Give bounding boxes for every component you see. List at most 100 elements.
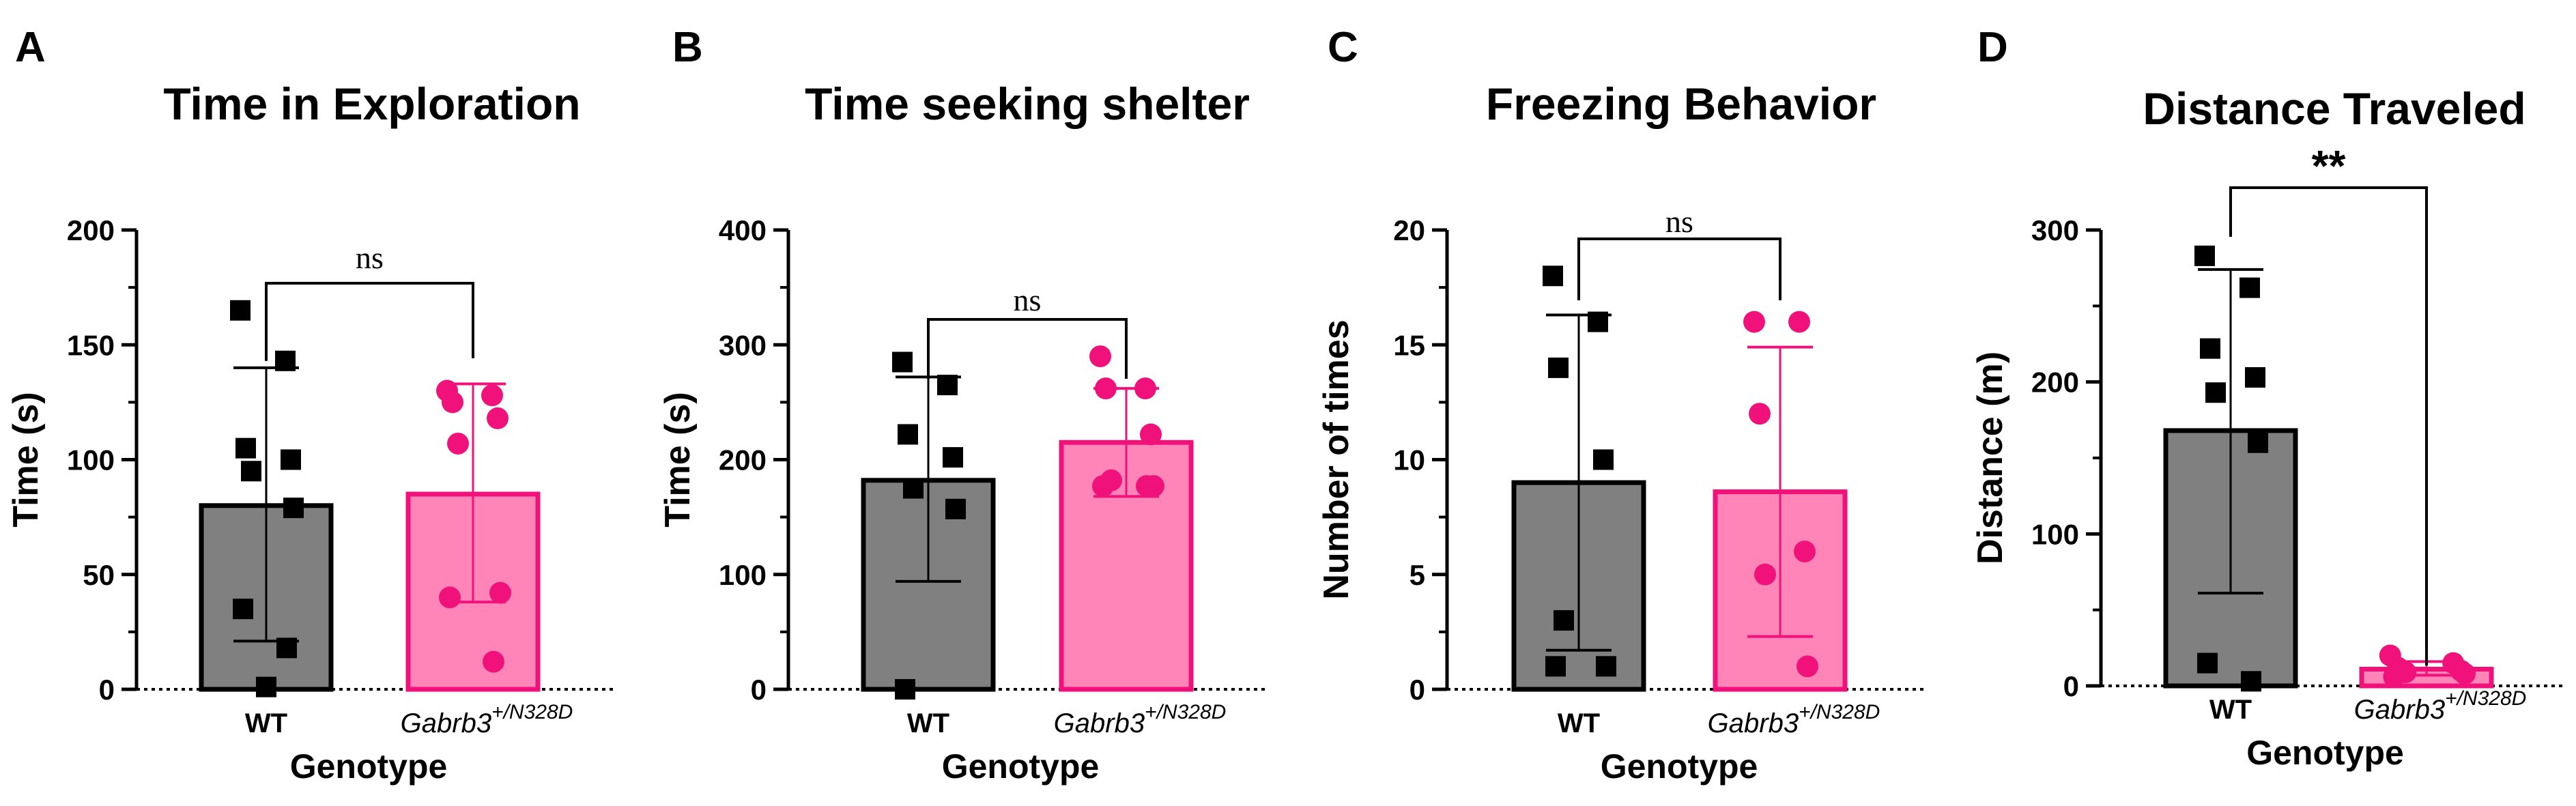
y-tick-label: 10 — [1393, 444, 1425, 476]
panel-a: A Time in Exploration 0 50 100 150 200 Time (s)… — [6, 24, 614, 786]
data-point-mutant — [2383, 665, 2405, 688]
x-category-mutant: Gabrb3+/N328D — [1708, 701, 1880, 738]
y-tick-label: 0 — [1409, 674, 1425, 706]
x-axis-label: Genotype — [2246, 734, 2404, 772]
data-point-wt — [2200, 338, 2220, 359]
panel-letter: D — [1977, 24, 2008, 71]
data-point-wt — [943, 447, 963, 468]
x-category-wt: WT — [2209, 695, 2252, 725]
data-point-mutant — [1797, 655, 1818, 678]
data-point-mutant — [1092, 475, 1114, 498]
data-point-mutant — [1749, 403, 1771, 425]
y-axis-label: Number of times — [1317, 319, 1356, 599]
chart-title: Freezing Behavior — [1486, 78, 1876, 129]
y-tick-label: 200 — [67, 214, 115, 246]
x-category-mutant-superscript: +/N328D — [491, 701, 573, 723]
y-tick-label: 100 — [719, 559, 767, 591]
data-point-mutant — [447, 432, 469, 455]
y-tick-label: 150 — [67, 329, 115, 361]
data-point-mutant — [1743, 311, 1765, 333]
data-point-wt — [235, 437, 256, 459]
x-category-mutant-base: Gabrb3 — [2354, 695, 2445, 725]
data-point-wt — [892, 351, 913, 373]
data-point-wt — [945, 498, 966, 519]
data-point-wt — [283, 498, 304, 519]
x-category-mutant-base: Gabrb3 — [1054, 708, 1145, 738]
significance-bracket — [265, 282, 474, 361]
y-axis-label: Time (s) — [6, 392, 46, 527]
significance-bracket — [927, 318, 1128, 379]
data-point-wt — [276, 637, 297, 659]
y-tick-label: 200 — [719, 444, 767, 476]
data-point-wt — [275, 350, 296, 371]
data-point-wt — [2248, 432, 2268, 453]
y-tick-label: 50 — [83, 559, 115, 591]
y-tick-label: 100 — [67, 444, 115, 476]
chart-title: Time in Exploration — [163, 78, 580, 129]
data-point-wt — [233, 599, 253, 620]
y-tick-label: 300 — [2031, 214, 2079, 246]
data-point-mutant — [1794, 541, 1816, 563]
y-tick-label: 0 — [751, 674, 767, 706]
x-category-mutant: Gabrb3+/N328D — [1054, 701, 1227, 738]
chart-title: Distance Traveled — [2143, 83, 2525, 134]
panel-letter: B — [672, 24, 703, 71]
data-point-wt — [2241, 671, 2261, 692]
data-point-wt — [256, 676, 276, 697]
x-axis-label: Genotype — [942, 747, 1100, 786]
data-point-wt — [230, 300, 251, 321]
data-point-mutant — [1134, 377, 1156, 400]
x-category-mutant-base: Gabrb3 — [401, 708, 491, 738]
x-axis-label: Genotype — [1601, 747, 1758, 786]
significance-label: ** — [2312, 141, 2346, 190]
y-tick-label: 15 — [1393, 329, 1425, 361]
data-point-wt — [281, 449, 301, 470]
data-point-wt — [903, 478, 924, 499]
x-category-mutant-superscript: +/N328D — [1145, 701, 1226, 723]
data-point-mutant — [487, 407, 509, 429]
y-tick-label: 0 — [99, 674, 115, 706]
data-point-wt — [2239, 277, 2260, 298]
significance-label: ns — [356, 240, 384, 275]
data-point-wt — [1545, 656, 1566, 677]
x-category-wt: WT — [1558, 708, 1600, 738]
x-category-wt: WT — [907, 708, 949, 738]
data-point-mutant — [1089, 345, 1111, 368]
y-tick-label: 400 — [719, 214, 767, 246]
x-category-mutant-superscript: +/N328D — [1799, 701, 1880, 723]
panel-c: C Freezing Behavior 0 5 10 15 20 Number of time… — [1317, 24, 1925, 786]
data-point-wt — [2197, 652, 2218, 674]
y-tick-label: 100 — [2031, 518, 2079, 550]
data-point-wt — [1554, 610, 1574, 631]
data-point-mutant — [1788, 311, 1810, 333]
x-axis-label: Genotype — [290, 747, 448, 786]
significance-bracket — [2229, 186, 2428, 665]
panel-d: D Distance Traveled 0 100 200 300 Distance (m)… — [1971, 24, 2563, 772]
y-axis-label: Distance (m) — [1971, 351, 2010, 564]
data-point-wt — [898, 424, 918, 445]
data-point-wt — [1548, 357, 1569, 378]
significance-label: ns — [1665, 204, 1693, 239]
y-tick-label: 5 — [1409, 559, 1425, 591]
chart-title: Time seeking shelter — [805, 78, 1250, 129]
panel-letter: A — [15, 24, 46, 71]
x-category-mutant-base: Gabrb3 — [1708, 708, 1799, 738]
data-point-mutant — [489, 581, 511, 604]
data-point-wt — [2205, 382, 2226, 403]
x-category-wt: WT — [245, 708, 287, 738]
x-category-mutant-superscript: +/N328D — [2445, 687, 2526, 710]
y-tick-label: 300 — [719, 329, 767, 361]
panel-b: B Time seeking shelter 0 100 200 300 400 Time (… — [658, 24, 1266, 786]
data-point-mutant — [1095, 377, 1117, 400]
significance-bracket — [1577, 238, 1781, 300]
x-category-mutant: Gabrb3+/N328D — [401, 701, 573, 738]
data-point-mutant — [1754, 563, 1776, 586]
y-axis-label: Time (s) — [658, 392, 698, 527]
data-point-mutant — [1136, 475, 1158, 498]
data-point-wt — [1593, 449, 1614, 470]
data-point-wt — [937, 375, 958, 396]
data-point-wt — [1596, 656, 1616, 677]
significance-label: ns — [1014, 283, 1042, 317]
data-point-wt — [895, 679, 915, 700]
